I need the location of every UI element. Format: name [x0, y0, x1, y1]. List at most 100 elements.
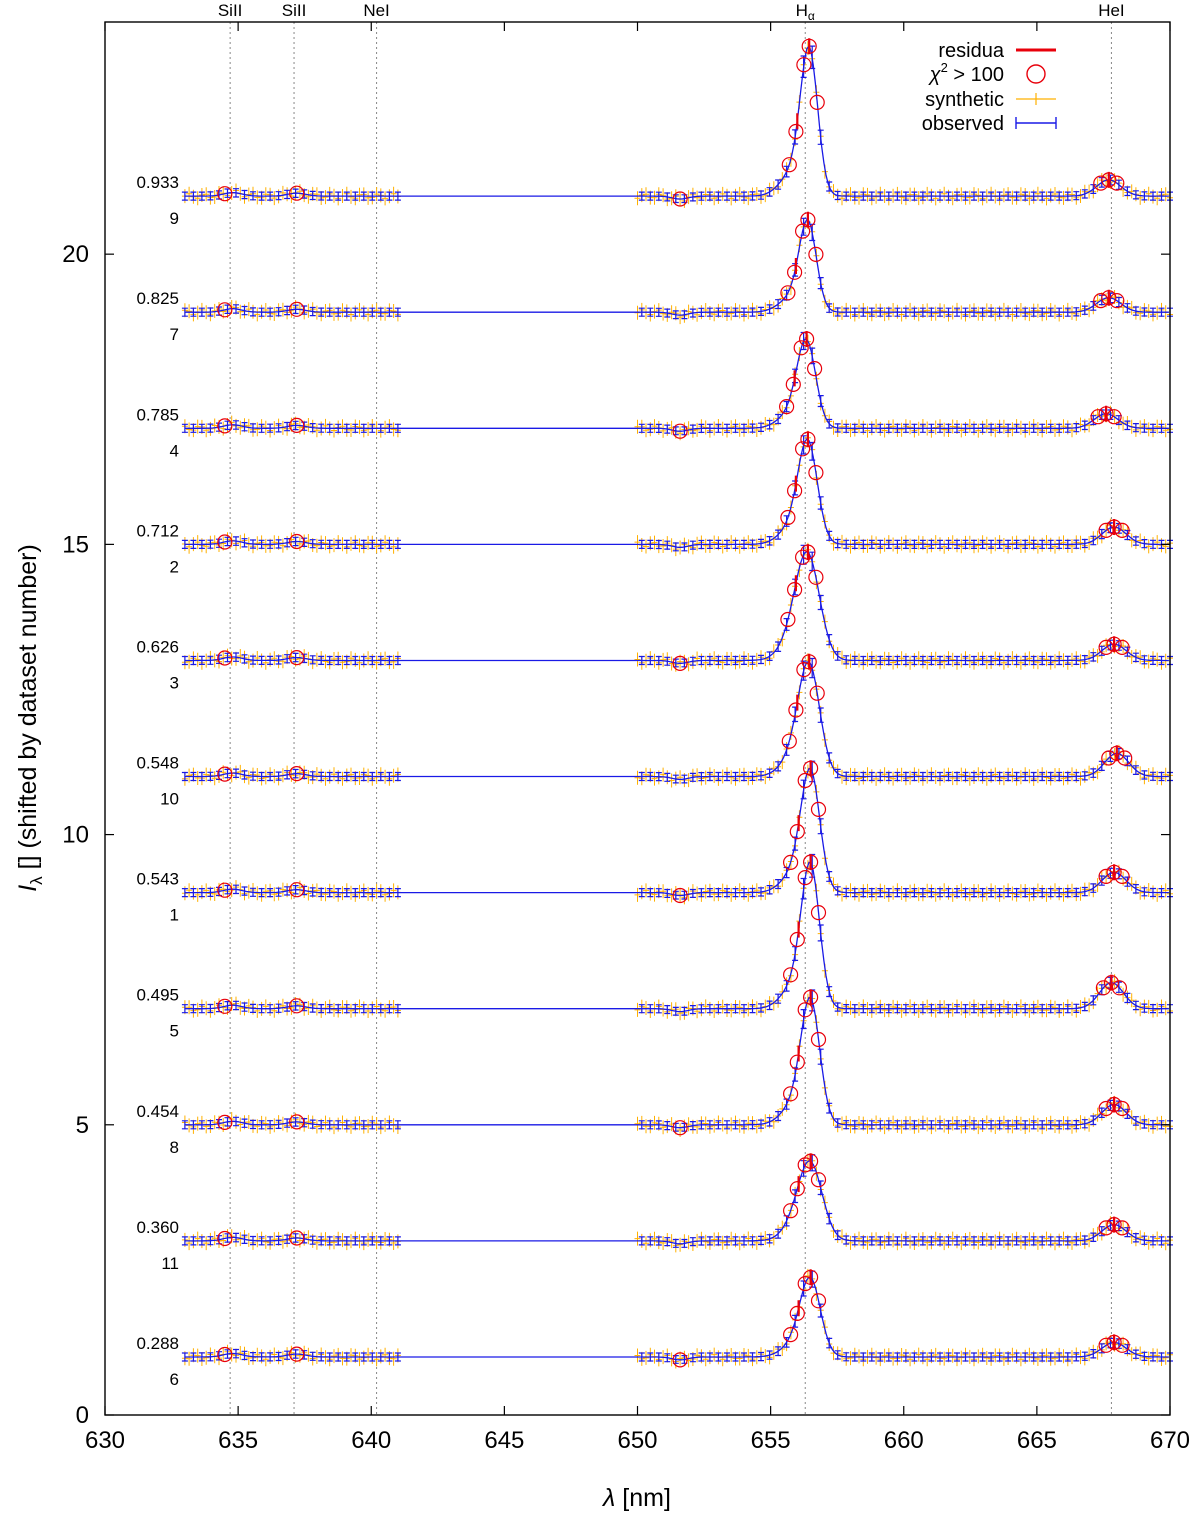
chi2-outlier	[808, 465, 824, 481]
chi2-outlier	[1106, 409, 1122, 425]
chi2-outlier	[217, 650, 233, 666]
series-phase-label: 0.548	[136, 754, 179, 773]
y-axis-label: Iλ [] (shifted by dataset number)	[14, 544, 46, 892]
chi2-outlier	[789, 1054, 805, 1070]
chi2-outlier	[796, 661, 812, 678]
chi2-outlier	[289, 301, 305, 317]
chi2-outlier	[802, 760, 819, 776]
chi2-outlier	[1106, 519, 1122, 535]
chi2-outlier	[800, 431, 816, 447]
chi2-outlier	[810, 801, 827, 818]
synthetic-series-9	[181, 41, 1173, 208]
observed-errorbars-6	[181, 1270, 1173, 1364]
chi2-outlier	[217, 186, 233, 202]
synthetic-series-5	[181, 858, 1173, 1021]
chi2-outlier	[780, 611, 796, 628]
synthetic-series-2	[181, 430, 1173, 557]
legend-chi-symbol: χ	[928, 64, 942, 86]
x-axis-label: λ [nm]	[601, 1484, 671, 1512]
chi2-outlier	[786, 264, 803, 280]
chi2-outlier	[802, 854, 819, 870]
series-dataset-label: 2	[170, 557, 179, 576]
synthetic-series-1	[181, 764, 1173, 905]
y-axis-symbol: I	[14, 885, 42, 892]
plot-frame	[104, 21, 1171, 1416]
chi2-outlier-layer	[217, 38, 1133, 1368]
chi2-outlier	[788, 702, 804, 718]
observed-errorbars-5	[181, 853, 1173, 1016]
chi2-outlier	[1114, 1100, 1130, 1117]
series-dataset-label: 7	[170, 325, 179, 344]
legend-chi-rest: > 100	[948, 64, 1004, 86]
chi2-outlier	[289, 533, 305, 550]
x-tick-label: 660	[884, 1427, 924, 1454]
chi2-outlier	[1109, 745, 1125, 761]
residua-series-3	[794, 544, 1116, 653]
legend-label-synthetic: synthetic	[925, 89, 1004, 111]
chi2-outlier	[801, 38, 817, 54]
legend: residua χ2 > 100 synthetic observed	[922, 40, 1057, 135]
chi2-outlier	[781, 157, 797, 173]
chi2-outlier	[1098, 639, 1114, 656]
synthetic-series-layer	[181, 41, 1173, 1369]
y-tick-label: 15	[62, 531, 89, 558]
chi2-outlier	[794, 441, 811, 457]
chi2-outlier	[782, 1086, 799, 1102]
observed-line-1	[184, 767, 1169, 897]
chi2-outlier	[810, 1031, 827, 1048]
observed-line-3	[184, 550, 1169, 664]
series-phase-label: 0.626	[136, 637, 179, 656]
series-dataset-label: 4	[170, 441, 179, 460]
chi2-outlier	[1098, 1337, 1114, 1353]
residua-series-9	[796, 38, 1110, 188]
legend-label-observed: observed	[922, 113, 1004, 135]
series-dataset-label: 11	[161, 1254, 179, 1273]
observed-line-6	[184, 1276, 1169, 1361]
observed-line-11	[184, 1160, 1169, 1245]
chi2-outlier	[1103, 974, 1120, 991]
chi2-outlier	[786, 581, 803, 598]
x-tick-label: 635	[218, 1427, 258, 1454]
chi2-outlier	[289, 1346, 305, 1362]
chi2-outlier	[217, 534, 233, 550]
chi2-outlier	[1098, 1220, 1114, 1236]
chi2-outlier	[1109, 175, 1125, 191]
marker-label-name: NeI	[363, 1, 389, 20]
series-dataset-label: 5	[170, 1022, 179, 1041]
x-tick-label: 630	[85, 1427, 125, 1454]
chi2-outlier	[1106, 1216, 1122, 1233]
x-tick-label: 665	[1017, 1427, 1057, 1454]
chi2-outlier	[1106, 636, 1122, 652]
spectral-line-labels: SiII SiII NeI Hα HeI	[218, 1, 1125, 23]
chi2-outlier	[797, 1157, 813, 1173]
series-dataset-label: 6	[170, 1370, 179, 1389]
chi2-outlier	[802, 1153, 819, 1169]
chi2-outlier	[217, 882, 233, 898]
synthetic-series-10	[181, 653, 1173, 788]
marker-label-siii: SiII	[218, 1, 243, 20]
observed-line-7	[184, 218, 1169, 316]
x-axis-unit: [nm]	[615, 1484, 671, 1512]
legend-label-residua: residua	[938, 40, 1004, 62]
chi2-outlier	[802, 989, 819, 1005]
chi2-outlier	[1117, 750, 1133, 766]
chi2-outlier	[672, 1120, 688, 1136]
residua-series-4	[793, 331, 1108, 422]
spectral-line-markers	[229, 22, 1112, 1415]
chi2-outlier	[780, 509, 796, 526]
chi2-outlier	[1093, 293, 1109, 309]
observed-errorbars-4	[181, 331, 1173, 436]
chi2-outlier	[1106, 1334, 1122, 1351]
chi2-outlier	[1101, 172, 1117, 188]
chi2-outlier	[289, 998, 305, 1014]
synthetic-series-11	[181, 1153, 1173, 1253]
legend-chi-superscript: 2	[941, 60, 948, 75]
chi2-outlier	[217, 1114, 233, 1131]
chi2-outlier	[794, 549, 811, 565]
chi2-outlier	[778, 399, 795, 415]
observed-errorbars-7	[181, 217, 1173, 320]
chi2-outlier	[1098, 868, 1114, 885]
marker-label-subscript: α	[808, 9, 815, 23]
chi2-outlier	[289, 185, 305, 201]
series-labels: 0.933 9 0.825 7 0.785 4 0.712 2 0.626 3 0.548 10 0.5…	[136, 173, 179, 1389]
